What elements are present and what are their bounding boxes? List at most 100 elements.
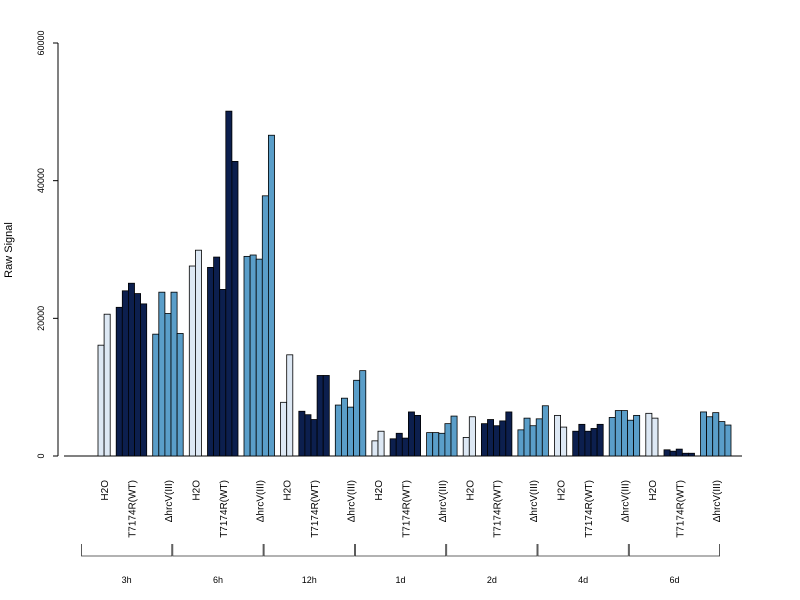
- bar: [267, 134, 275, 457]
- bar: [706, 416, 714, 457]
- bar: [590, 428, 598, 457]
- bar: [560, 426, 568, 457]
- bar: [681, 452, 689, 457]
- bar: [663, 449, 671, 457]
- treatment-label: ΔhrcV(III): [438, 480, 449, 522]
- bar: [97, 344, 105, 457]
- timepoint-bracket: [263, 544, 355, 557]
- bar: [669, 450, 677, 457]
- timepoint-label: 6h: [213, 575, 223, 585]
- bar: [535, 418, 543, 457]
- bar: [621, 410, 628, 457]
- bar: [438, 432, 446, 457]
- bar: [523, 417, 531, 457]
- treatment-label: H2O: [557, 480, 568, 501]
- bar: [480, 423, 488, 457]
- bar: [194, 249, 202, 457]
- bar: [213, 256, 221, 457]
- bar: [359, 370, 367, 457]
- timepoint-bracket: [446, 544, 538, 557]
- bar: [225, 110, 233, 457]
- bar: [389, 438, 397, 457]
- bar: [255, 258, 263, 457]
- treatment-label: H2O: [465, 480, 476, 501]
- treatment-label: T7174R(WT): [584, 480, 595, 538]
- timepoint-bracket: [81, 544, 173, 557]
- bar: [541, 405, 549, 457]
- timepoint-bracket: [537, 544, 629, 557]
- bar: [596, 423, 604, 457]
- bar: [188, 265, 196, 457]
- y-tick-label: 60000: [36, 30, 46, 55]
- bar: [340, 397, 348, 457]
- bar: [231, 160, 239, 457]
- bar: [334, 404, 342, 457]
- bar: [499, 420, 507, 457]
- y-tick-label: 0: [36, 453, 46, 458]
- timepoint-brackets: 3h 6h 12h 1d 2d 4d 6d: [81, 544, 720, 585]
- bar: [432, 432, 440, 457]
- bar: [280, 401, 288, 457]
- treatment-labels: H2O T7174R(WT) ΔhrcV(III) H2O T7174R(WT) Δhrc…: [100, 480, 723, 538]
- bar: [426, 432, 434, 457]
- bar: [103, 313, 111, 457]
- bar: [347, 406, 354, 457]
- treatment-label: T7174R(WT): [219, 480, 230, 538]
- bar: [608, 417, 616, 457]
- bar: [286, 354, 294, 457]
- bar: [298, 410, 306, 457]
- bar: [127, 282, 135, 457]
- bar: [493, 425, 501, 457]
- bar: [371, 440, 379, 457]
- bar: [115, 306, 123, 457]
- bar: [377, 430, 385, 457]
- y-axis-label: Raw Signal: [3, 222, 15, 278]
- treatment-label: T7174R(WT): [493, 480, 504, 538]
- treatment-label: T7174R(WT): [675, 480, 686, 538]
- treatment-label: H2O: [648, 480, 659, 501]
- bar: [675, 448, 683, 457]
- bar: [444, 423, 452, 457]
- bar: [243, 255, 251, 457]
- bar: [249, 254, 257, 457]
- bar: [414, 414, 421, 457]
- treatment-label: H2O: [191, 480, 202, 501]
- treatment-label: ΔhrcV(III): [620, 480, 631, 522]
- bar: [712, 412, 720, 457]
- bar: [572, 430, 580, 457]
- treatment-label: ΔhrcV(III): [164, 480, 175, 522]
- treatment-label: H2O: [283, 480, 294, 501]
- bar: [529, 425, 537, 457]
- bar: [718, 421, 726, 457]
- treatment-label: T7174R(WT): [401, 480, 412, 538]
- bar: [304, 414, 312, 457]
- treatment-label: T7174R(WT): [127, 480, 138, 538]
- bar: [584, 430, 592, 457]
- timepoint-label: 12h: [302, 575, 317, 585]
- bar: [614, 410, 622, 457]
- bar: [134, 293, 141, 457]
- treatment-label: ΔhrcV(III): [712, 480, 723, 522]
- y-axis: 0 20000 40000 60000: [36, 30, 59, 459]
- treatment-label: T7174R(WT): [310, 480, 321, 538]
- bar: [651, 417, 659, 457]
- bar: [164, 313, 172, 457]
- bar: [316, 375, 324, 457]
- bar: [219, 289, 227, 457]
- bar: [633, 414, 641, 457]
- timepoint-label: 2d: [487, 575, 497, 585]
- bar: [468, 416, 476, 457]
- treatment-label: ΔhrcV(III): [529, 480, 540, 522]
- bar: [152, 333, 160, 457]
- timepoint-bracket: [172, 544, 264, 557]
- bar: [140, 303, 148, 457]
- bar: [322, 375, 330, 457]
- bar: [700, 411, 707, 457]
- bar: [627, 419, 634, 457]
- treatment-label: H2O: [374, 480, 385, 501]
- bar: [554, 414, 561, 457]
- bar: [176, 333, 184, 457]
- timepoint-label: 4d: [578, 575, 588, 585]
- bar: [158, 291, 166, 457]
